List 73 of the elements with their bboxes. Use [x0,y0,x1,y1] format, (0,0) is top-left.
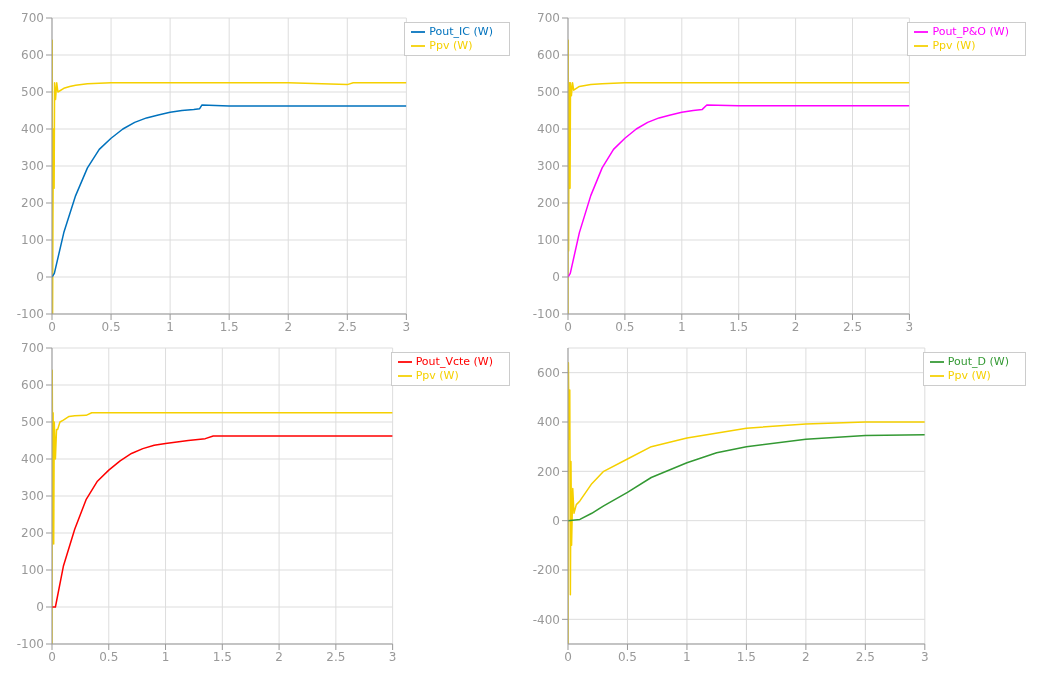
y-tick-label: 300 [21,489,44,504]
y-tick-label: 200 [21,526,44,541]
legend-label: Pout_Vcte (W) [415,355,493,368]
y-tick-label: 300 [537,159,560,174]
x-tick-label: 3 [388,649,397,664]
x-tick-label: 1 [161,649,170,664]
y-tick-label: 200 [537,196,560,211]
legend-label: Ppv (W) [415,369,459,382]
x-tick-label: 1 [166,319,174,334]
x-tick-label: 2 [284,319,293,334]
y-tick-label: 700 [21,11,44,26]
x-tick-label: 1.5 [219,319,239,334]
y-tick-label: 500 [537,85,560,100]
x-tick-label: 3 [402,319,411,334]
y-tick-label: -100 [532,307,560,322]
y-tick-label: 700 [21,341,44,356]
x-tick-label: 0 [564,319,572,334]
x-tick-label: 2.5 [855,649,875,664]
x-tick-label: 1.5 [736,649,756,664]
line-series [568,434,925,522]
y-tick-label: 600 [21,48,44,63]
y-tick-label: -400 [532,612,560,627]
legend-label: Ppv (W) [429,39,473,52]
legend-label: Pout_IC (W) [429,25,493,38]
y-tick-label: 200 [537,464,560,479]
y-tick-label: 400 [21,452,44,467]
legend-label: Pout_P&O (W) [932,25,1009,38]
legend-label: Ppv (W) [947,369,991,382]
y-tick-label: -200 [532,563,560,578]
y-tick-label: 400 [537,415,560,430]
x-tick-label: 1 [683,649,691,664]
x-tick-label: 0 [48,319,56,334]
y-tick-label: 0 [36,270,44,285]
y-tick-label: -100 [16,307,44,322]
x-tick-label: 3 [920,649,929,664]
line-series [52,104,407,278]
x-tick-label: 1.5 [729,319,749,334]
x-tick-label: 1.5 [212,649,232,664]
y-tick-label: -100 [16,637,44,652]
x-tick-label: 0 [564,649,572,664]
y-tick-label: 500 [21,415,44,430]
y-tick-label: 300 [21,159,44,174]
y-tick-label: 600 [537,365,560,380]
y-tick-label: 100 [21,233,44,248]
x-tick-label: 0 [48,649,56,664]
y-tick-label: 400 [21,122,44,137]
y-tick-label: 0 [552,270,560,285]
y-tick-label: 0 [552,513,560,528]
x-tick-label: 2 [275,649,283,664]
x-tick-label: 3 [905,319,914,334]
y-tick-label: 0 [36,600,44,615]
y-tick-label: 600 [537,48,560,63]
x-tick-label: 0.5 [101,319,121,334]
y-tick-label: 100 [537,233,560,248]
line-series [568,104,910,278]
x-tick-label: 0.5 [99,649,119,664]
x-tick-label: 2.5 [337,319,357,334]
x-tick-label: 2.5 [842,319,863,334]
x-tick-label: 0.5 [615,319,635,334]
x-tick-label: 1 [677,319,686,334]
y-tick-label: 500 [21,85,44,100]
y-tick-label: 600 [21,378,44,393]
line-series [52,435,393,608]
legend-label: Pout_D (W) [947,355,1009,368]
x-tick-label: 2.5 [326,649,346,664]
y-tick-label: 700 [537,11,560,26]
y-tick-label: 100 [21,563,44,578]
x-tick-label: 2 [791,319,800,334]
x-tick-label: 2 [802,649,810,664]
y-tick-label: 200 [21,196,44,211]
legend-label: Ppv (W) [932,39,976,52]
x-tick-label: 0.5 [617,649,638,664]
y-tick-label: 400 [537,122,560,137]
